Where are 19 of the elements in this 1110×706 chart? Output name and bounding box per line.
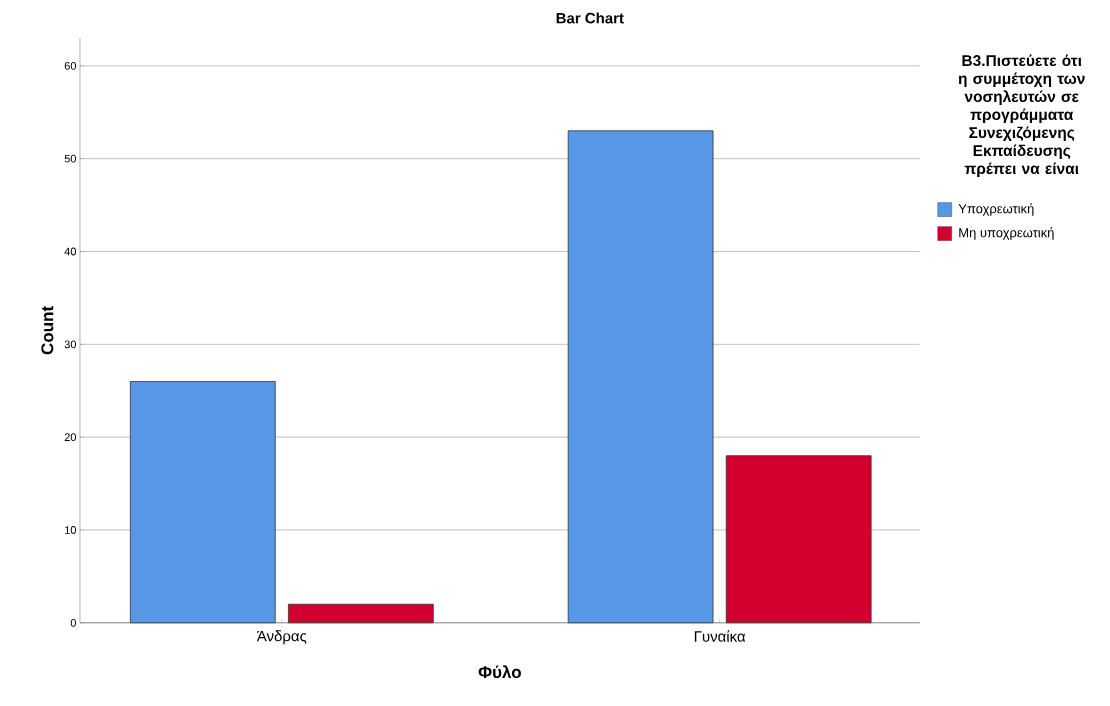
x-tick-label: Άνδρας	[256, 630, 307, 645]
y-tick-label: 60	[64, 62, 77, 70]
bar	[725, 455, 872, 624]
y-tick-label: 30	[64, 340, 77, 349]
y-tick-label: 40	[64, 247, 77, 256]
bar	[129, 381, 276, 624]
y-tick-label: 20	[64, 433, 77, 442]
y-axis-title: Count	[41, 306, 54, 355]
legend-title: B3.Πιστεύετε ότι η συμμέτοχη των νοσηλευτών σε προγράμματα Συνεχιζόμενης Εκπαίδευσης πρέπει να είναι	[958, 54, 1085, 178]
y-tick-label: 50	[64, 154, 77, 163]
y-tick-label: 0	[70, 619, 77, 627]
legend-label: Υποχρεωτική	[958, 203, 1034, 216]
y-tick-label: 10	[65, 526, 77, 534]
legend-label: Μη υποχρεωτική	[959, 227, 1054, 240]
chart-title: Bar Chart	[556, 12, 624, 24]
bar	[287, 603, 434, 624]
x-axis-title: Φύλο	[478, 665, 521, 679]
x-tick-label: Γυναίκα	[694, 630, 746, 642]
bar	[567, 130, 714, 624]
